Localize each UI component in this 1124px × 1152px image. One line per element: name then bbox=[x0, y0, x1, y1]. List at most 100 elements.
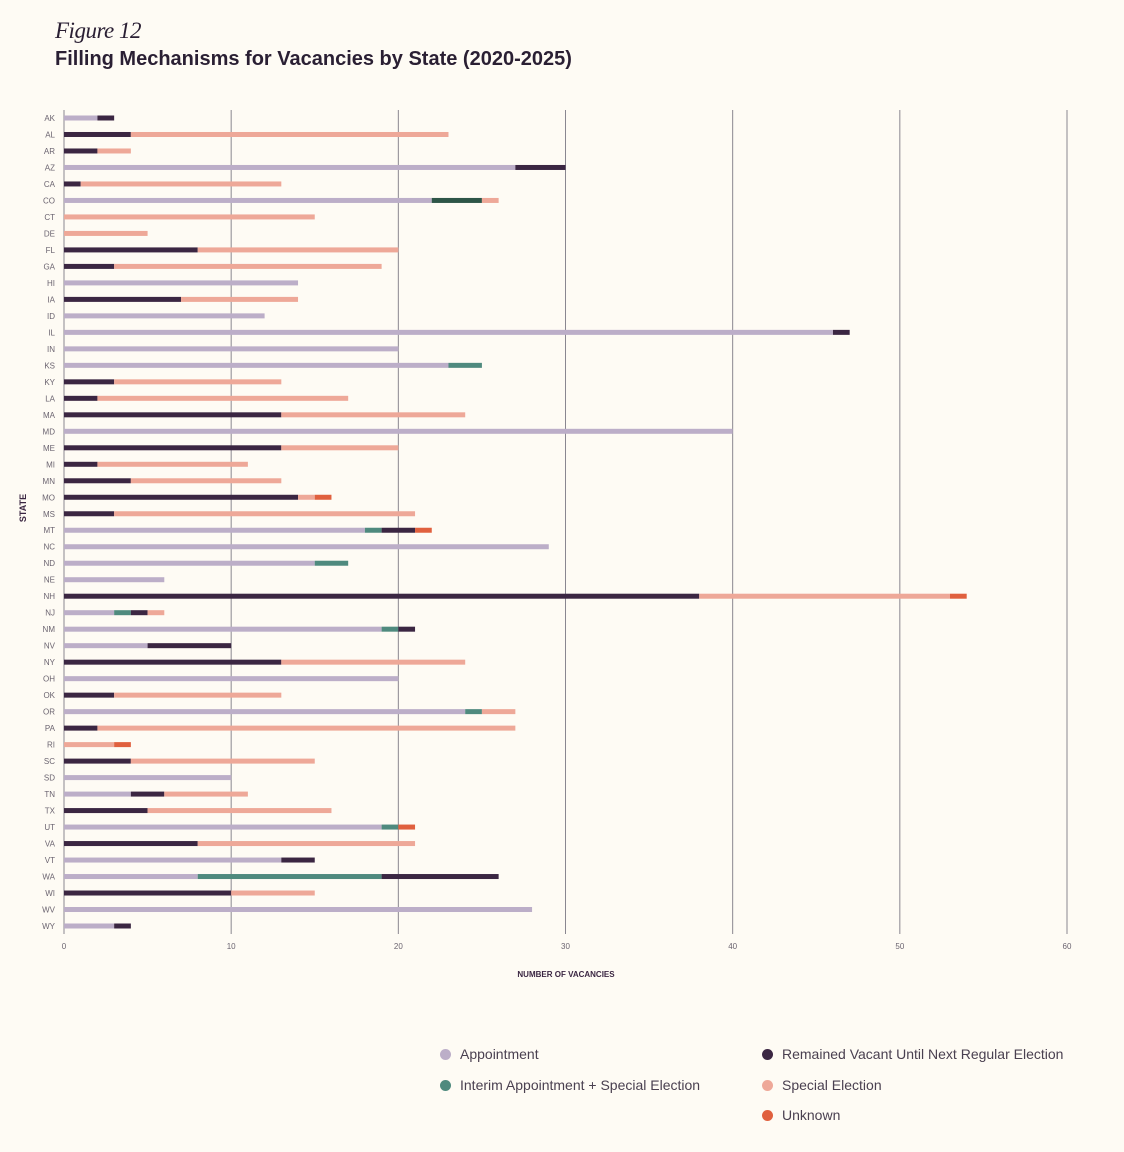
bar-co-series-0 bbox=[64, 197, 432, 203]
bar-oh-series-0 bbox=[64, 676, 399, 682]
bar-ri-series-4 bbox=[64, 742, 115, 748]
legend-swatch-interim-appointment bbox=[440, 1079, 451, 1091]
legend-swatch-appointment bbox=[440, 1048, 451, 1060]
y-tick-label-ak: AK bbox=[44, 114, 55, 123]
legend-label-appointment: Appointment bbox=[460, 1046, 539, 1062]
bar-md-series-0 bbox=[64, 428, 733, 434]
bar-nd-series-1 bbox=[314, 560, 349, 566]
bar-ne-series-0 bbox=[64, 577, 165, 583]
y-tick-label-md: MD bbox=[43, 427, 56, 436]
y-tick-label-mi: MI bbox=[46, 460, 55, 469]
bar-me-series-3 bbox=[64, 445, 282, 451]
bar-la-series-4 bbox=[97, 395, 349, 401]
y-tick-label-tx: TX bbox=[45, 807, 56, 816]
bar-mi-series-4 bbox=[97, 461, 248, 467]
y-tick-label-wy: WY bbox=[42, 922, 56, 931]
bar-or-series-1 bbox=[465, 709, 482, 715]
y-tick-label-sd: SD bbox=[44, 774, 55, 783]
y-tick-label-ms: MS bbox=[43, 510, 55, 519]
y-tick-label-fl: FL bbox=[46, 246, 56, 255]
bar-nv-series-3 bbox=[147, 643, 232, 649]
bar-mo-series-5 bbox=[314, 494, 332, 500]
bar-or-series-0 bbox=[64, 709, 466, 715]
bar-ri-series-5 bbox=[114, 742, 131, 748]
bar-wa-series-0 bbox=[64, 874, 198, 880]
bar-sc-series-4 bbox=[130, 758, 315, 764]
bar-vt-series-0 bbox=[64, 857, 282, 863]
bar-nc-series-0 bbox=[64, 544, 549, 550]
y-tick-label-ky: KY bbox=[44, 378, 55, 387]
bar-nm-series-0 bbox=[64, 626, 382, 632]
legend-label-unknown: Unknown bbox=[782, 1107, 841, 1123]
bar-mt-series-0 bbox=[64, 527, 365, 533]
bar-hi-series-0 bbox=[64, 280, 299, 286]
bar-il-series-0 bbox=[64, 329, 833, 335]
y-tick-label-al: AL bbox=[45, 130, 55, 139]
bar-ak-series-3 bbox=[97, 115, 115, 121]
bar-ar-series-3 bbox=[64, 148, 98, 154]
y-axis-label: STATE bbox=[18, 494, 28, 522]
y-tick-label-wi: WI bbox=[45, 889, 55, 898]
bar-tn-series-3 bbox=[130, 791, 165, 797]
bar-co-series-4 bbox=[481, 197, 499, 203]
bar-al-series-3 bbox=[64, 131, 131, 137]
x-tick-label-50: 50 bbox=[895, 942, 904, 951]
legend-item-special-election: Special Election bbox=[762, 1077, 882, 1093]
y-tick-label-la: LA bbox=[45, 394, 55, 403]
bar-mn-series-3 bbox=[64, 478, 131, 484]
y-tick-label-me: ME bbox=[43, 444, 55, 453]
bar-ma-series-3 bbox=[64, 412, 282, 418]
y-tick-label-sc: SC bbox=[44, 757, 55, 766]
bar-ok-series-3 bbox=[64, 692, 115, 698]
bar-nh-series-5 bbox=[949, 593, 967, 599]
y-tick-label-ct: CT bbox=[44, 213, 55, 222]
bar-nh-series-3 bbox=[64, 593, 700, 599]
legend-item-remained-vacant: Remained Vacant Until Next Regular Elect… bbox=[762, 1046, 1063, 1062]
bar-nd-series-0 bbox=[64, 560, 315, 566]
bar-ak-series-0 bbox=[64, 115, 98, 121]
y-tick-label-ca: CA bbox=[44, 180, 56, 189]
bar-ct-series-4 bbox=[64, 214, 315, 220]
legend-label-special-election: Special Election bbox=[782, 1077, 882, 1093]
bar-de-series-4 bbox=[64, 230, 148, 236]
y-tick-label-ar: AR bbox=[44, 147, 55, 156]
legend-item-interim-appointment: Interim Appointment + Special Election bbox=[440, 1077, 700, 1093]
x-tick-label-0: 0 bbox=[62, 942, 67, 951]
bar-ok-series-4 bbox=[114, 692, 282, 698]
bar-nv-series-0 bbox=[64, 643, 148, 649]
legend-label-interim-appointment: Interim Appointment + Special Election bbox=[460, 1077, 701, 1093]
y-tick-label-pa: PA bbox=[45, 724, 56, 733]
bar-wa-series-3 bbox=[381, 874, 499, 880]
y-tick-label-in: IN bbox=[47, 345, 55, 354]
x-tick-label-10: 10 bbox=[227, 942, 236, 951]
y-tick-label-ma: MA bbox=[43, 411, 56, 420]
bar-tx-series-3 bbox=[64, 808, 148, 814]
legend-item-appointment: Appointment bbox=[440, 1046, 539, 1062]
bar-me-series-4 bbox=[281, 445, 399, 451]
y-tick-label-ri: RI bbox=[47, 741, 55, 750]
bar-al-series-4 bbox=[130, 131, 449, 137]
bar-mo-series-3 bbox=[64, 494, 299, 500]
y-tick-label-nm: NM bbox=[43, 625, 56, 634]
bar-ny-series-4 bbox=[281, 659, 466, 665]
bar-az-series-3 bbox=[515, 164, 566, 170]
bar-il-series-3 bbox=[832, 329, 850, 335]
bar-ut-series-0 bbox=[64, 824, 382, 830]
y-tick-label-tn: TN bbox=[44, 790, 55, 799]
legend-swatch-remained-vacant bbox=[762, 1048, 773, 1060]
x-tick-label-60: 60 bbox=[1063, 942, 1072, 951]
legend-label-remained-vacant: Remained Vacant Until Next Regular Elect… bbox=[782, 1046, 1064, 1062]
bar-nj-series-1 bbox=[114, 610, 131, 616]
bar-tn-series-4 bbox=[164, 791, 248, 797]
bar-ca-series-3 bbox=[64, 181, 81, 187]
bar-nj-series-0 bbox=[64, 610, 115, 616]
bar-nj-series-3 bbox=[130, 610, 148, 616]
bar-ms-series-3 bbox=[64, 511, 115, 517]
legend-swatch-special-election bbox=[762, 1079, 773, 1091]
y-tick-label-co: CO bbox=[43, 196, 55, 205]
bar-ny-series-3 bbox=[64, 659, 282, 665]
bar-ks-series-1 bbox=[448, 362, 482, 368]
bar-wv-series-0 bbox=[64, 907, 533, 913]
bar-ks-series-0 bbox=[64, 362, 449, 368]
bar-ia-series-3 bbox=[64, 296, 182, 302]
